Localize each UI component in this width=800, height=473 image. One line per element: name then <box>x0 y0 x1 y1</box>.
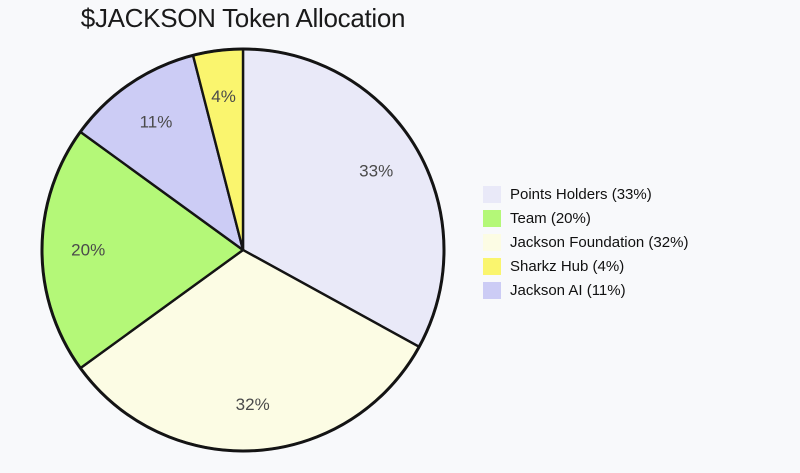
legend-item: Jackson AI (11%) <box>483 282 688 299</box>
legend: Points Holders (33%) Team (20%) Jackson … <box>483 186 688 306</box>
legend-label: Jackson Foundation (32%) <box>510 234 689 251</box>
legend-label: Jackson AI (11%) <box>510 282 626 299</box>
legend-swatch-jackson-foundation <box>483 234 501 251</box>
legend-label: Sharkz Hub (4%) <box>510 258 625 275</box>
pie-percent-label-jackson-foundation: 32% <box>236 395 270 414</box>
legend-swatch-points-holders <box>483 186 501 203</box>
legend-swatch-team <box>483 210 501 227</box>
legend-label: Points Holders (33%) <box>510 186 652 203</box>
legend-item: Team (20%) <box>483 210 688 227</box>
legend-swatch-jackson-ai <box>483 282 501 299</box>
pie-percent-label-jackson-ai: 11% <box>140 113 173 132</box>
pie-percent-label-points-holders: 33% <box>359 162 393 181</box>
legend-item: Points Holders (33%) <box>483 186 688 203</box>
chart-title: $JACKSON Token Allocation <box>80 3 406 33</box>
legend-label: Team (20%) <box>510 210 591 227</box>
pie-percent-label-team: 20% <box>71 241 105 260</box>
legend-swatch-sharkz-hub <box>483 258 501 275</box>
pie-percent-label-sharkz-hub: 4% <box>211 87 236 106</box>
legend-item: Jackson Foundation (32%) <box>483 234 688 251</box>
legend-item: Sharkz Hub (4%) <box>483 258 688 275</box>
pie-outline <box>40 47 446 453</box>
